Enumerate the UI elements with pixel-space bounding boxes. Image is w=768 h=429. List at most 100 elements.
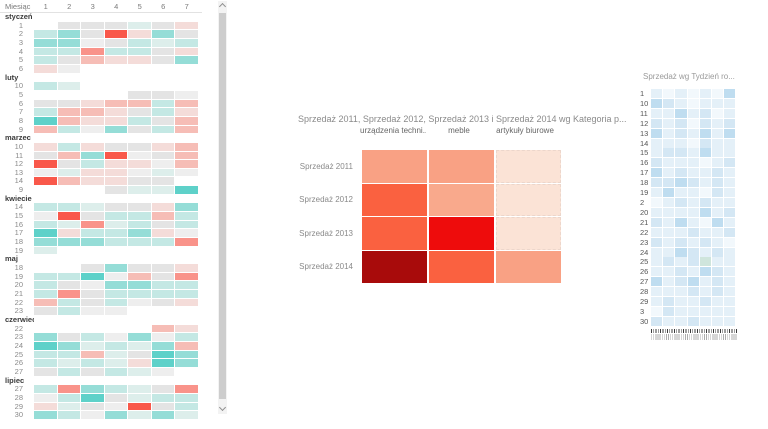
heatmap-cell[interactable]	[175, 203, 199, 213]
heatmap-cell[interactable]	[687, 168, 699, 178]
heatmap-cell[interactable]	[687, 287, 699, 297]
heatmap-cell[interactable]	[104, 393, 128, 403]
heatmap-cell[interactable]	[651, 287, 663, 297]
heatmap-cell[interactable]	[128, 298, 152, 308]
heatmap-cell[interactable]	[663, 247, 675, 257]
heatmap-cell[interactable]	[151, 324, 175, 334]
heatmap-cell[interactable]	[663, 267, 675, 277]
heatmap-cell[interactable]	[81, 116, 105, 126]
heatmap-cell[interactable]	[104, 341, 128, 351]
heatmap-cell[interactable]	[128, 64, 152, 74]
heatmap-cell[interactable]	[663, 148, 675, 158]
heatmap-cell[interactable]	[81, 21, 105, 31]
heatmap-cell[interactable]	[128, 177, 152, 187]
heatmap-cell[interactable]	[175, 108, 199, 117]
heatmap-cell[interactable]	[34, 108, 58, 117]
heatmap-cell[interactable]	[651, 118, 663, 128]
heatmap-cell[interactable]	[128, 125, 152, 135]
heatmap-cell[interactable]	[663, 237, 675, 247]
heatmap-cell[interactable]	[151, 272, 175, 282]
heatmap-cell[interactable]	[724, 168, 736, 178]
heatmap-cell[interactable]	[687, 207, 699, 217]
heatmap-cell[interactable]	[151, 38, 175, 48]
heatmap-cell[interactable]	[724, 207, 736, 217]
heatmap-cell[interactable]	[699, 158, 711, 168]
heatmap-cell[interactable]	[104, 307, 128, 316]
heatmap-cell[interactable]	[81, 229, 105, 239]
heatmap-cell[interactable]	[651, 108, 663, 118]
heatmap-cell[interactable]	[711, 277, 724, 287]
heatmap-cell[interactable]	[104, 168, 128, 178]
heatmap-cell[interactable]	[175, 186, 199, 195]
heatmap-cell[interactable]	[81, 64, 105, 74]
heatmap-cell[interactable]	[151, 168, 175, 178]
heatmap-cell[interactable]	[711, 138, 724, 148]
heatmap-cell[interactable]	[151, 341, 175, 351]
heatmap-cell[interactable]	[81, 324, 105, 334]
heatmap-cell[interactable]	[34, 116, 58, 126]
heatmap-cell[interactable]	[675, 207, 687, 217]
heatmap-cell[interactable]	[34, 238, 58, 247]
heatmap-cell[interactable]	[81, 212, 105, 221]
heatmap-cell[interactable]	[104, 411, 128, 420]
heatmap-cell[interactable]	[128, 90, 152, 100]
heatmap-cell[interactable]	[687, 297, 699, 307]
heatmap-cell[interactable]	[128, 186, 152, 195]
heatmap-cell[interactable]	[128, 272, 152, 282]
heatmap-cell[interactable]	[104, 229, 128, 239]
heatmap-cell[interactable]	[663, 118, 675, 128]
heatmap-cell[interactable]	[34, 393, 58, 403]
heatmap-cell[interactable]	[675, 257, 687, 267]
heatmap-cell[interactable]	[651, 207, 663, 217]
heatmap-cell[interactable]	[675, 227, 687, 237]
heatmap-cell[interactable]	[699, 207, 711, 217]
heatmap-cell[interactable]	[651, 138, 663, 148]
heatmap-cell[interactable]	[57, 64, 81, 74]
heatmap-cell[interactable]	[57, 341, 81, 351]
heatmap-cell[interactable]	[711, 247, 724, 257]
heatmap-cell[interactable]	[57, 264, 81, 273]
heatmap-cell[interactable]	[663, 316, 675, 326]
heatmap-cell[interactable]	[675, 188, 687, 198]
heatmap-cell[interactable]	[175, 64, 199, 74]
heatmap-cell[interactable]	[651, 178, 663, 188]
heatmap-cell[interactable]	[104, 212, 128, 221]
heatmap-cell[interactable]	[687, 178, 699, 188]
heatmap-cell[interactable]	[175, 82, 199, 91]
heatmap-cell[interactable]	[151, 411, 175, 420]
heatmap-cell[interactable]	[128, 350, 152, 360]
heatmap-cell[interactable]	[699, 237, 711, 247]
heatmap-cell[interactable]	[711, 148, 724, 158]
heatmap-cell[interactable]	[57, 359, 81, 368]
heatmap-cell[interactable]	[711, 128, 724, 138]
heatmap-cell[interactable]	[81, 160, 105, 169]
heatmap-cell[interactable]	[711, 306, 724, 316]
heatmap-cell[interactable]	[724, 158, 736, 168]
heatmap-cell[interactable]	[57, 367, 81, 377]
heatmap-cell[interactable]	[34, 264, 58, 273]
heatmap-cell[interactable]	[128, 238, 152, 247]
heatmap-cell[interactable]	[34, 350, 58, 360]
heatmap-cell[interactable]	[128, 333, 152, 342]
heatmap-cell[interactable]	[81, 142, 105, 152]
heatmap-cell[interactable]	[34, 56, 58, 65]
heatmap-cell[interactable]	[711, 227, 724, 237]
heatmap-cell[interactable]	[675, 158, 687, 168]
heatmap-cell[interactable]	[151, 307, 175, 316]
heatmap-cell[interactable]	[699, 118, 711, 128]
heatmap-cell[interactable]	[128, 212, 152, 221]
heatmap-cell[interactable]	[104, 108, 128, 117]
heatmap-cell[interactable]	[663, 297, 675, 307]
heatmap-cell[interactable]	[34, 281, 58, 290]
heatmap-cell[interactable]	[151, 402, 175, 412]
heatmap-cell[interactable]	[34, 125, 58, 135]
heatmap-cell[interactable]	[34, 99, 58, 109]
heatmap-cell[interactable]	[57, 38, 81, 48]
heatmap-cell[interactable]	[175, 393, 199, 403]
matrix-cell[interactable]	[496, 250, 561, 283]
heatmap-cell[interactable]	[651, 237, 663, 247]
heatmap-cell[interactable]	[128, 38, 152, 48]
heatmap-cell[interactable]	[151, 151, 175, 161]
heatmap-cell[interactable]	[128, 220, 152, 230]
heatmap-cell[interactable]	[104, 281, 128, 290]
